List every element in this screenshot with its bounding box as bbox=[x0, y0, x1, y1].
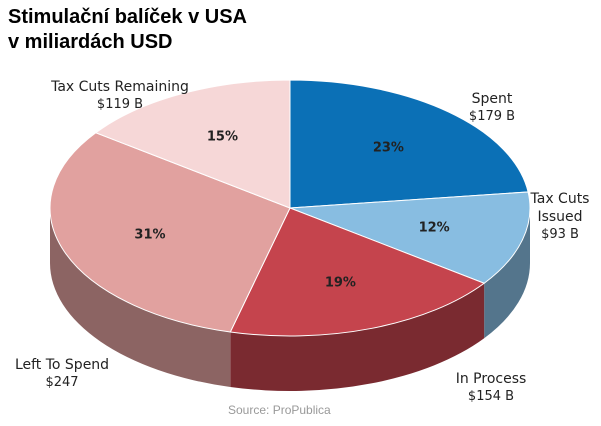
category-name: In Process bbox=[455, 371, 527, 387]
chart-title: Stimulační balíček v USA bbox=[8, 6, 247, 28]
category-label: Tax Cuts Issued $93 B bbox=[525, 190, 595, 244]
slice bbox=[289, 79, 529, 209]
data-label: 23% bbox=[372, 140, 404, 156]
slice-side bbox=[484, 208, 530, 339]
source: Source: ProPublica bbox=[228, 403, 331, 417]
slice-side bbox=[50, 208, 231, 387]
slice bbox=[94, 79, 291, 209]
slice bbox=[229, 207, 486, 337]
amount-label: $179 B bbox=[468, 109, 516, 124]
amount-label: $119 B bbox=[96, 97, 144, 112]
category-name: Tax Cuts Remaining bbox=[51, 79, 189, 95]
slice bbox=[49, 132, 291, 333]
amount-label: $93 B bbox=[541, 227, 579, 242]
data-label: 31% bbox=[134, 227, 166, 243]
amount-label: $247 bbox=[45, 375, 79, 390]
slice-side bbox=[230, 283, 485, 391]
data-label: 15% bbox=[206, 129, 238, 145]
category-label: Left To Spend $247 bbox=[15, 356, 109, 392]
category-name: Spent bbox=[471, 91, 513, 107]
category-label: In Process $154 B bbox=[456, 370, 527, 406]
category-label: Spent $179 B bbox=[469, 90, 515, 126]
amount-label: $154 B bbox=[467, 389, 515, 404]
chart-subtitle: v miliardách USD bbox=[8, 31, 173, 53]
slice bbox=[289, 191, 531, 284]
category-name: Tax Cuts Issued bbox=[530, 191, 590, 225]
category-label: Tax Cuts Remaining $119 B bbox=[51, 78, 189, 114]
data-label: 19% bbox=[324, 275, 356, 291]
data-label: 12% bbox=[418, 220, 450, 236]
category-name: Left To Spend bbox=[14, 357, 110, 373]
